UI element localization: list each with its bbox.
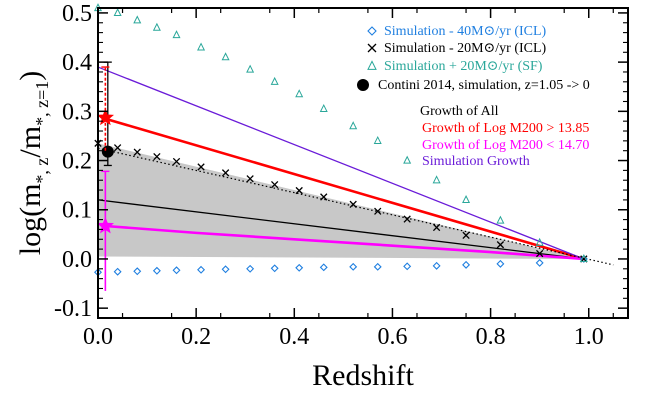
marker-s2-14 — [432, 175, 441, 184]
marker-s0-12 — [373, 262, 382, 271]
legend-label-2: Simulation + 20M⊙/yr (SF) — [384, 59, 543, 74]
series-line-4 — [104, 117, 585, 261]
x-axis-title: Redshift — [312, 359, 414, 392]
series-layer — [97, 66, 614, 266]
marker-s0-4 — [172, 266, 181, 275]
x-tick-label-2: 0.4 — [279, 324, 309, 350]
marker-s1-5 — [197, 163, 205, 171]
marker-s2-15 — [462, 194, 471, 204]
marker-s2-10 — [319, 103, 328, 112]
marker-s0-1 — [113, 267, 122, 276]
marker-s0-16 — [496, 259, 505, 268]
legend-label-1: Simulation - 20M⊙/yr (ICL) — [384, 41, 547, 56]
marker-s1-12 — [374, 207, 382, 215]
marker-s1-7 — [246, 175, 254, 183]
annotations: Growth of All Growth of Log M200 > 13.85 G… — [420, 104, 589, 169]
marker-s2-7 — [246, 64, 255, 73]
marker-s1-16 — [496, 241, 505, 249]
y-tick-label-6: 0.5 — [62, 1, 92, 27]
marker-s2-18 — [579, 254, 588, 263]
shaded-band — [98, 143, 584, 259]
legend-label-0: Simulation - 40M⊙/yr (ICL) — [384, 24, 547, 39]
series-line-5 — [105, 224, 584, 261]
annotation-0: Growth of All — [420, 104, 499, 119]
marker-s1-6 — [221, 169, 230, 177]
x-tick-label-1: 0.2 — [181, 324, 211, 350]
plot-frame — [97, 7, 629, 319]
marker-s1-1 — [113, 144, 122, 152]
marker-s2-9 — [295, 89, 304, 98]
marker-s1-4 — [172, 157, 181, 166]
y-tick-label-4: 0.3 — [62, 99, 92, 125]
marker-s0-10 — [319, 263, 328, 272]
x-tick-label-5: 1.0 — [574, 324, 604, 350]
marker-s2-2 — [133, 15, 142, 24]
marker-s2-17 — [535, 237, 544, 246]
y-tick-label-1: 0.0 — [62, 247, 92, 273]
marker-s1-15 — [462, 231, 470, 239]
marker-s2-6 — [221, 52, 230, 61]
marker-s2-16 — [496, 215, 505, 224]
annotation-2: Growth of Log M200 < 14.70 — [422, 138, 589, 153]
star-point-0 — [96, 108, 114, 126]
marker-s1-9 — [295, 186, 303, 195]
marker-s0-15 — [462, 260, 471, 269]
point-0 — [101, 145, 114, 158]
marker-s1-2 — [133, 148, 141, 156]
star-point-1 — [96, 216, 114, 234]
marker-s0-7 — [246, 264, 255, 273]
marker-layer — [93, 3, 588, 291]
marker-s0-5 — [197, 265, 206, 274]
x-tick-label-3: 0.6 — [377, 324, 407, 350]
series-line-6 — [97, 66, 585, 260]
marker-s0-8 — [270, 264, 279, 273]
annotation-1: Growth of Log M200 > 13.85 — [422, 121, 589, 136]
marker-s0-11 — [349, 262, 358, 271]
tick-layer: 0.0 0.2 0.4 0.6 0.8 1.0-0.10.00.10.20.30.40.5 — [54, 1, 628, 350]
legend: Simulation - 40M⊙/yr (ICL) Simulation - 2… — [357, 24, 590, 93]
marker-s0-14 — [432, 261, 441, 270]
marker-s1-13 — [403, 215, 411, 223]
marker-s0-13 — [403, 262, 412, 271]
marker-s1-17 — [536, 249, 544, 258]
marker-s2-13 — [403, 155, 412, 164]
legend-symbol-0 — [367, 26, 377, 36]
marker-s2-1 — [113, 8, 122, 17]
shaded-band-layer — [98, 143, 584, 259]
legend-symbol-3 — [357, 79, 369, 91]
legend-label-3: Contini 2014, simulation, z=1.05 -> 0 — [378, 78, 590, 93]
legend-symbol-1 — [367, 43, 377, 53]
marker-s0-6 — [221, 265, 230, 274]
marker-s0-18 — [579, 254, 588, 263]
marker-s1-11 — [349, 200, 357, 208]
legend-symbol-2 — [367, 60, 377, 70]
marker-s0-2 — [133, 267, 142, 276]
marker-s1-3 — [153, 152, 161, 161]
marker-s1-8 — [271, 180, 279, 189]
marker-s1-14 — [432, 223, 441, 232]
marker-s0-3 — [152, 266, 161, 275]
x-tick-label-4: 0.8 — [476, 324, 506, 350]
y-axis-title: log(m*, z/m*, z=1) — [14, 71, 52, 255]
series-line-3 — [97, 199, 584, 260]
marker-s2-8 — [270, 76, 279, 85]
y-tick-label-5: 0.4 — [62, 50, 92, 76]
svg-text:log(m*, z/m*, z=1): log(m*, z/m*, z=1) — [14, 71, 52, 255]
marker-s2-4 — [172, 30, 181, 39]
marker-s2-11 — [349, 121, 358, 130]
y-tick-label-3: 0.2 — [62, 149, 92, 175]
y-tick-label-0: -0.1 — [54, 296, 92, 322]
marker-s0-17 — [535, 258, 544, 267]
y-tick-label-2: 0.1 — [62, 198, 92, 224]
annotation-3: Simulation Growth — [422, 154, 530, 169]
marker-s2-5 — [197, 42, 206, 51]
x-tick-label-0: 0.0 — [83, 324, 113, 350]
marker-s1-10 — [320, 193, 328, 201]
marker-s2-3 — [152, 22, 161, 31]
marker-s2-12 — [373, 135, 382, 144]
marker-s0-9 — [295, 263, 304, 272]
